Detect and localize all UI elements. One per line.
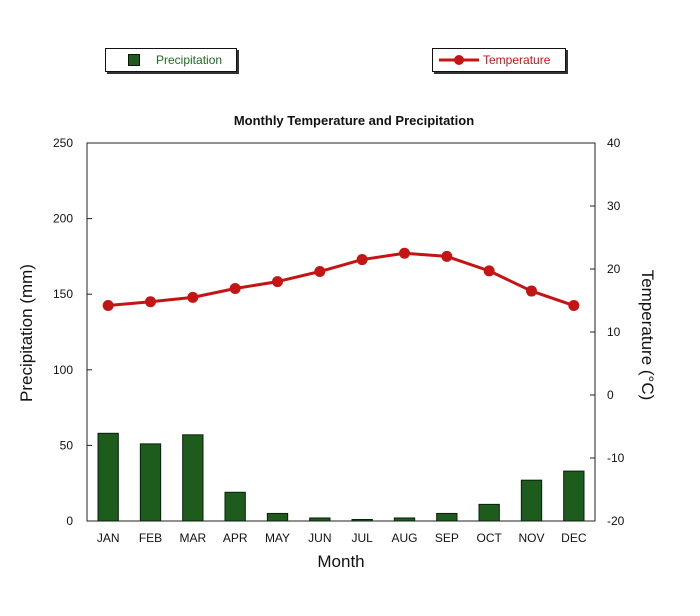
- temp-point-may: [272, 276, 283, 288]
- bar-dec: [563, 470, 585, 522]
- legend-swatch-temperature: [439, 55, 479, 65]
- right-tick-label: 20: [607, 262, 621, 276]
- temp-point-feb: [145, 296, 156, 308]
- temp-point-apr: [229, 283, 241, 295]
- bar-mar: [182, 434, 204, 522]
- right-tick-label: -10: [607, 451, 625, 465]
- temp-point-jul: [356, 254, 368, 266]
- temp-point-oct: [483, 265, 495, 277]
- bar-jan: [97, 432, 119, 522]
- right-tick-label: 10: [607, 325, 621, 339]
- left-tick-label: 0: [66, 514, 73, 528]
- x-tick-label: JUN: [308, 531, 331, 545]
- x-tick-label: MAR: [179, 531, 206, 545]
- right-tick-label: 0: [607, 388, 614, 402]
- right-tick-label: -20: [607, 514, 625, 528]
- left-tick-label: 50: [60, 438, 74, 452]
- bar-aug: [393, 517, 416, 522]
- x-tick-label: FEB: [139, 531, 162, 545]
- x-tick-label: SEP: [435, 531, 459, 545]
- right-tick-label: 40: [607, 136, 621, 150]
- x-tick-label: APR: [223, 531, 248, 545]
- x-tick-label: DEC: [561, 531, 587, 545]
- temp-point-aug: [399, 247, 410, 259]
- temp-point-jan: [102, 300, 114, 312]
- legend-swatch-precipitation: [128, 54, 140, 66]
- legend-label-temperature: Temperature: [483, 53, 551, 67]
- legend-temperature: Temperature: [432, 48, 566, 72]
- x-tick-label: JAN: [97, 531, 120, 545]
- x-tick-label: OCT: [476, 531, 502, 545]
- right-axis: -20 -10 0 10 20 30 40: [590, 136, 625, 528]
- right-tick-label: 30: [607, 199, 621, 213]
- temp-point-sep: [441, 250, 453, 262]
- x-axis-label: Month: [317, 552, 364, 571]
- left-tick-label: 100: [53, 363, 73, 377]
- left-tick-label: 200: [53, 212, 73, 226]
- bar-feb: [139, 443, 162, 522]
- left-axis: 0 50 100 150 200 250: [53, 136, 92, 528]
- y-axis-label-left: Precipitation (mm): [17, 264, 36, 402]
- chart-title: Monthly Temperature and Precipitation: [234, 113, 474, 128]
- left-tick-label: 150: [53, 287, 73, 301]
- temperature-polyline: [108, 251, 575, 308]
- temp-point-mar: [187, 291, 199, 303]
- temp-point-jun: [314, 266, 326, 278]
- legend-label-precipitation: Precipitation: [156, 53, 223, 67]
- plot-area: [86, 142, 596, 522]
- temp-point-dec: [568, 300, 580, 312]
- bar-jun: [309, 517, 331, 522]
- x-tick-label: JUL: [351, 531, 373, 545]
- bar-sep: [436, 512, 458, 522]
- y-axis-label-right: Temperature (°C): [638, 270, 657, 401]
- x-tick-label: AUG: [391, 531, 417, 545]
- left-tick-label: 250: [53, 136, 73, 150]
- bar-apr: [224, 491, 246, 522]
- x-tick-label: NOV: [518, 531, 544, 545]
- temperature-line: [102, 247, 580, 312]
- x-axis: JAN FEB MAR APR MAY JUN JUL AUG SEP OCT NOV DEC: [97, 531, 587, 545]
- bar-may: [266, 512, 289, 522]
- bar-nov: [520, 479, 543, 522]
- temp-point-nov: [526, 285, 537, 297]
- legend-precipitation: Precipitation: [105, 48, 237, 72]
- bar-oct: [478, 503, 500, 522]
- bar-jul: [351, 518, 373, 522]
- x-tick-label: MAY: [265, 531, 290, 545]
- precipitation-bars: [97, 432, 585, 522]
